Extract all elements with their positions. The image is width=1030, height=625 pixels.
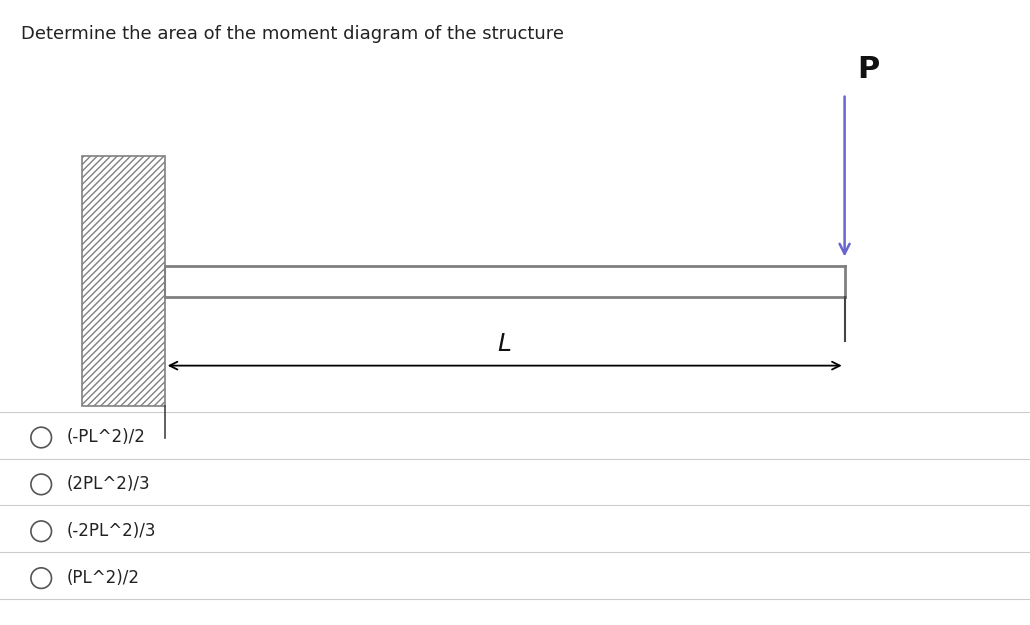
Text: P: P (857, 56, 880, 84)
Text: (-PL^2)/2: (-PL^2)/2 (67, 429, 146, 446)
Text: Determine the area of the moment diagram of the structure: Determine the area of the moment diagram… (21, 25, 563, 43)
Text: (-2PL^2)/3: (-2PL^2)/3 (67, 522, 157, 540)
Text: (2PL^2)/3: (2PL^2)/3 (67, 476, 150, 493)
Text: L: L (497, 332, 512, 356)
Bar (82, 156, 165, 406)
Text: (PL^2)/2: (PL^2)/2 (67, 569, 140, 587)
